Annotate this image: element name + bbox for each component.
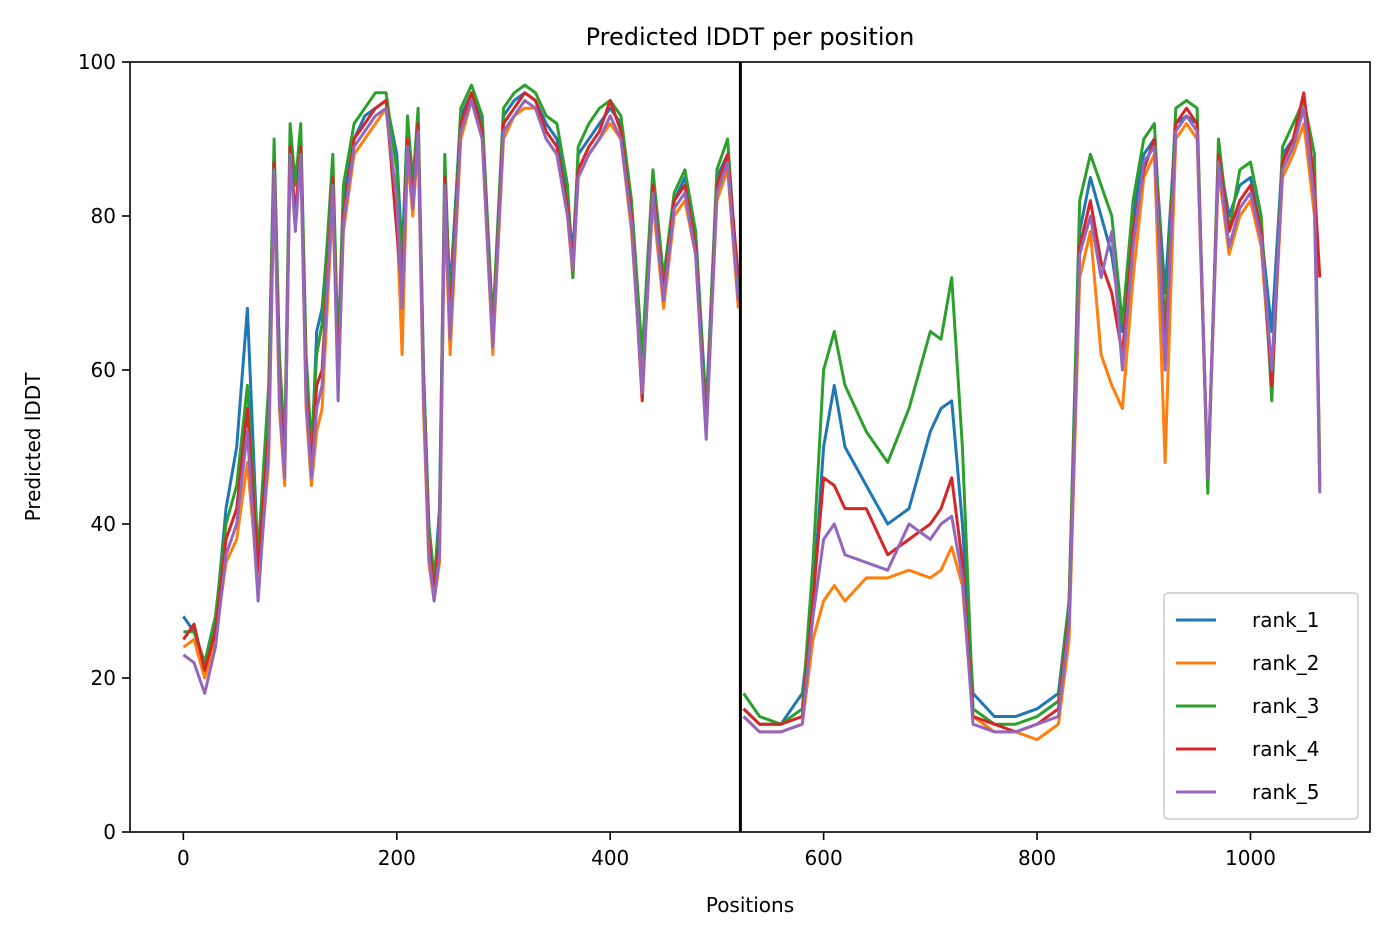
legend-label-rank_1: rank_1 [1252, 608, 1319, 632]
x-tick-label: 800 [1018, 846, 1056, 870]
y-tick-label: 20 [91, 666, 116, 690]
x-tick-label: 400 [591, 846, 629, 870]
legend-label-rank_3: rank_3 [1252, 694, 1319, 718]
y-tick-label: 40 [91, 512, 116, 536]
y-tick-label: 60 [91, 358, 116, 382]
series-line-rank_1 [182, 91, 1322, 726]
y-axis-title: Predicted lDDT [21, 372, 45, 522]
x-axis: 0 200 400 600 800 1000 [177, 832, 1276, 870]
legend-label-rank_2: rank_2 [1252, 651, 1319, 675]
y-tick-label: 100 [78, 50, 116, 74]
series-line-rank_5 [182, 99, 1322, 734]
plot-frame [129, 61, 1371, 833]
legend-box [1163, 592, 1359, 820]
series-line-rank_3 [183, 83, 1322, 726]
legend: rank_1 rank_2 rank_3 rank_4 rank_5 [1163, 592, 1359, 820]
y-tick-label: 0 [103, 820, 116, 844]
chart-title: Predicted lDDT per position [586, 23, 915, 51]
x-tick-label: 1000 [1225, 846, 1276, 870]
x-tick-label: 600 [805, 846, 843, 870]
legend-label-rank_4: rank_4 [1252, 737, 1319, 761]
y-axis: 0 20 40 60 80 100 [78, 50, 130, 844]
x-axis-title: Positions [706, 893, 794, 917]
x-tick-label: 200 [378, 846, 416, 870]
y-tick-label: 80 [91, 204, 116, 228]
x-tick-label: 0 [177, 846, 190, 870]
series-line-rank_2 [182, 99, 1322, 742]
plot-lines [182, 83, 1322, 742]
legend-label-rank_5: rank_5 [1252, 780, 1319, 804]
series-line-rank_4 [182, 91, 1322, 734]
